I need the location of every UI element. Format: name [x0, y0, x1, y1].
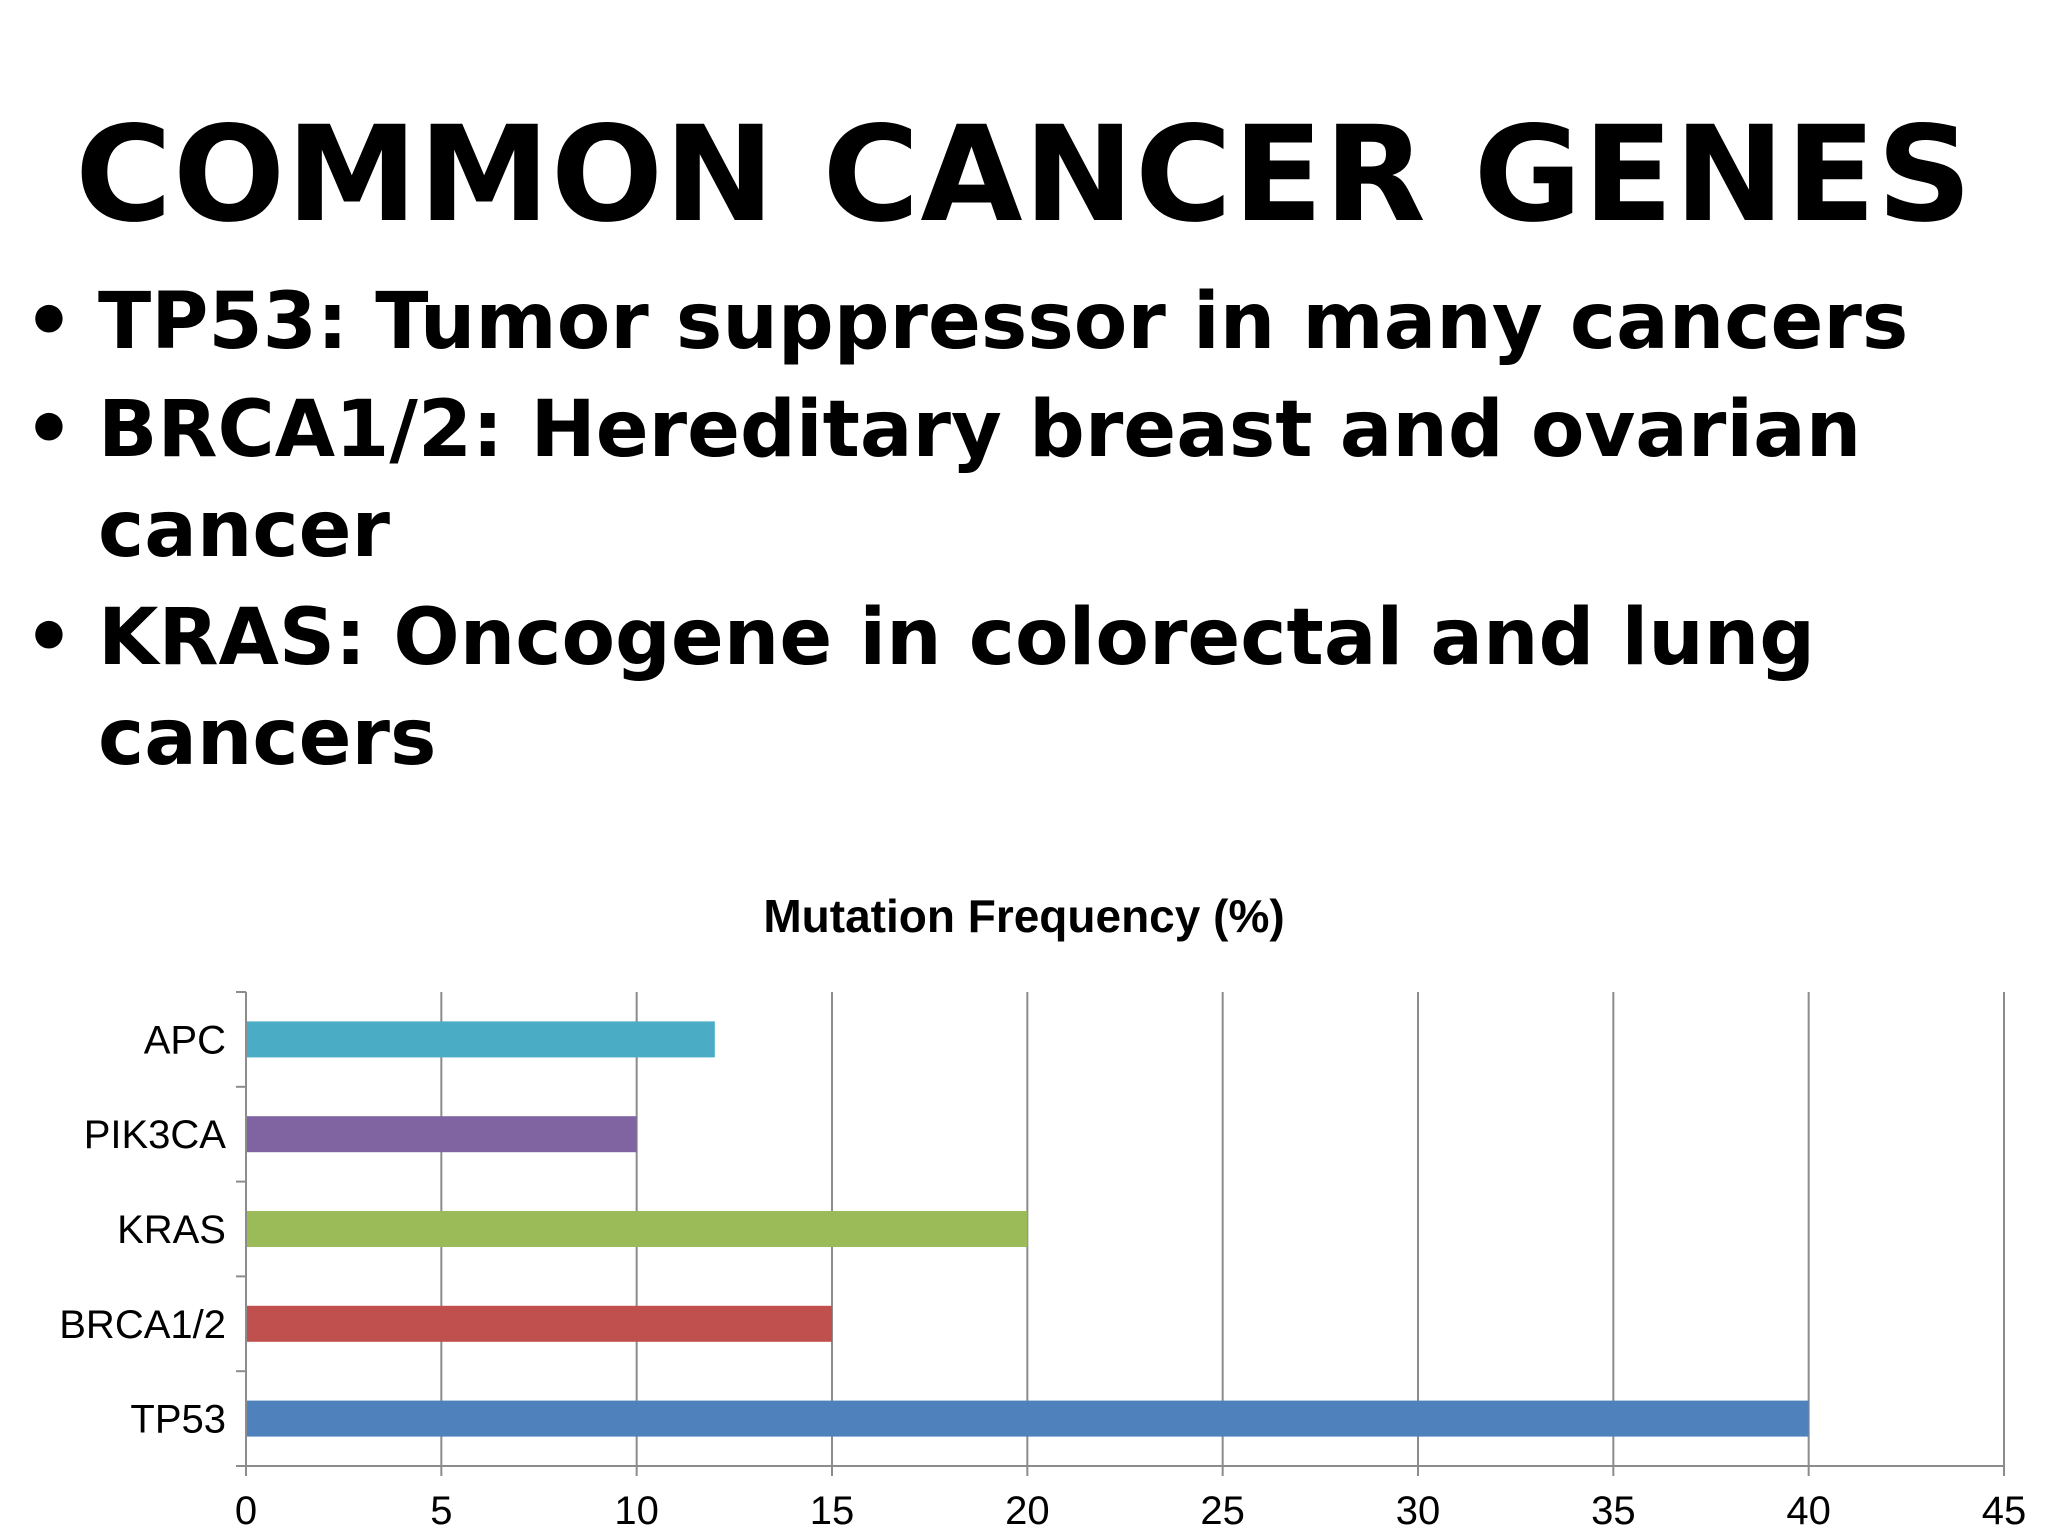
- axis-labels: 0 5 10 15 20 25 30 35 40 45 TP53 BRCA1/2 KRAS PIK3CA A…: [59, 1018, 2026, 1533]
- bar-pik3ca: [246, 1116, 637, 1153]
- bullet-text: KRAS: Oncogene in colorectal and lung ca…: [98, 593, 1816, 783]
- bar-tp53: [246, 1400, 1809, 1437]
- category-label-kras: KRAS: [117, 1208, 226, 1252]
- bullet-item-kras: • KRAS: Oncogene in colorectal and lung …: [24, 588, 2004, 788]
- x-tick-label: 0: [235, 1489, 257, 1533]
- x-tick-label: 45: [1982, 1489, 2027, 1533]
- category-label-pik3ca: PIK3CA: [84, 1113, 227, 1157]
- x-tick-label: 20: [1005, 1489, 1050, 1533]
- x-tick-label: 25: [1200, 1489, 1245, 1533]
- axes: [236, 991, 2005, 1476]
- x-tick-label: 5: [430, 1489, 452, 1533]
- bullet-text: BRCA1/2: Hereditary breast and ovarian c…: [98, 385, 1862, 575]
- bar-apc: [246, 1021, 715, 1058]
- bar-kras: [246, 1211, 1028, 1247]
- bullet-list: • TP53: Tumor suppressor in many cancers…: [24, 272, 2004, 796]
- category-label-brca1-2: BRCA1/2: [59, 1303, 226, 1347]
- mutation-frequency-chart: Mutation Frequency (%) 0 5 10 15 20 25 30 35 40 4…: [59, 890, 2026, 1533]
- chart-title: Mutation Frequency (%): [763, 890, 1284, 942]
- bar-brca1-2: [246, 1305, 832, 1342]
- bullet-marker: •: [24, 277, 74, 367]
- bullet-item-tp53: • TP53: Tumor suppressor in many cancers: [24, 272, 2004, 372]
- x-tick-label: 40: [1786, 1489, 1831, 1533]
- gridlines: [440, 992, 2005, 1466]
- x-tick-label: 15: [810, 1489, 855, 1533]
- category-label-apc: APC: [144, 1018, 226, 1062]
- bullet-text: TP53: Tumor suppressor in many cancers: [98, 277, 1909, 367]
- slide-title: COMMON CANCER GENES: [75, 98, 1973, 252]
- category-label-tp53: TP53: [130, 1398, 226, 1442]
- x-tick-label: 30: [1396, 1489, 1441, 1533]
- bullet-item-brca: • BRCA1/2: Hereditary breast and ovarian…: [24, 380, 2004, 580]
- bullet-marker: •: [24, 593, 74, 683]
- bars: [246, 1021, 1809, 1437]
- x-tick-label: 35: [1591, 1489, 1636, 1533]
- bullet-marker: •: [24, 385, 74, 475]
- x-tick-label: 10: [614, 1489, 659, 1533]
